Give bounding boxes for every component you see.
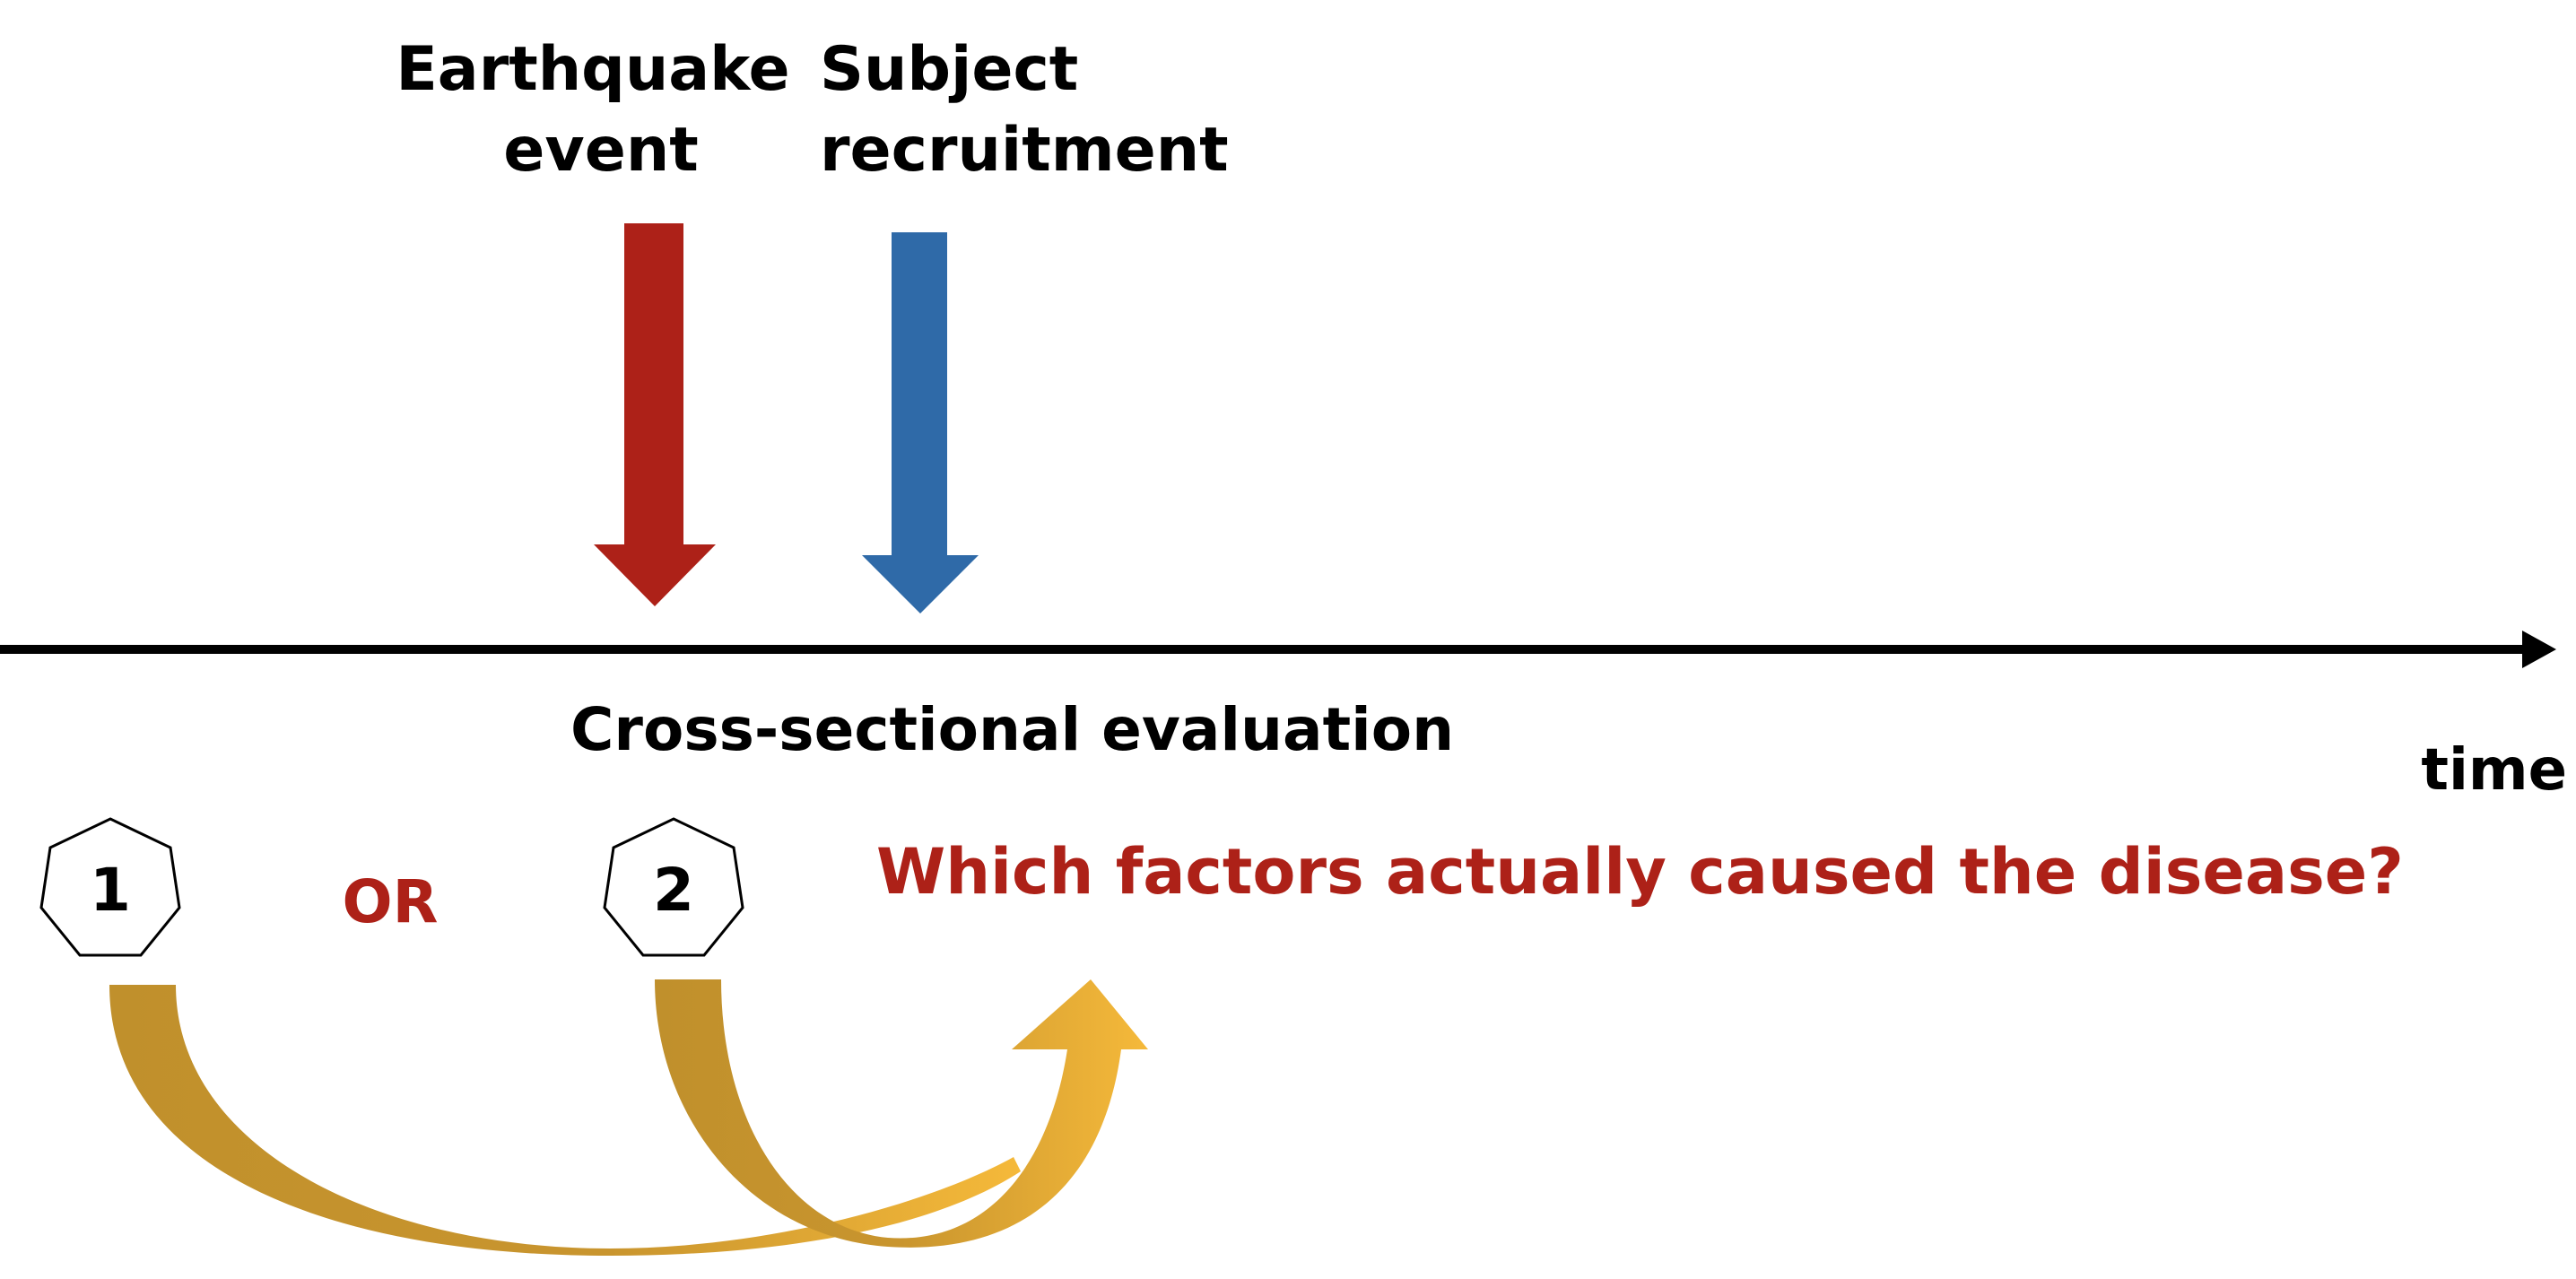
recruitment-label-line1: Subject: [820, 34, 1078, 105]
earthquake-label-line1: Earthquake: [396, 34, 789, 105]
option-2-number: 2: [653, 856, 694, 925]
earthquake-arrow: [594, 223, 716, 606]
or-label: OR: [343, 867, 439, 936]
time-axis-arrowhead: [2522, 631, 2556, 668]
recruitment-label-line2: recruitment: [820, 115, 1229, 186]
earthquake-label-line2: event: [503, 115, 698, 186]
option-1-heptagon-icon: [39, 817, 181, 957]
question-label: Which factors actually caused the diseas…: [876, 835, 2404, 909]
option-1-number: 1: [90, 856, 131, 925]
option-2-heptagon-icon: [603, 817, 744, 957]
causal-curve-arrow-2: [655, 979, 1148, 1248]
causal-curve-arrow-1: [109, 985, 1021, 1256]
evaluation-label: Cross-sectional evaluation: [570, 695, 1454, 764]
recruitment-arrow: [862, 232, 979, 613]
time-axis-label: time: [2421, 737, 2567, 804]
